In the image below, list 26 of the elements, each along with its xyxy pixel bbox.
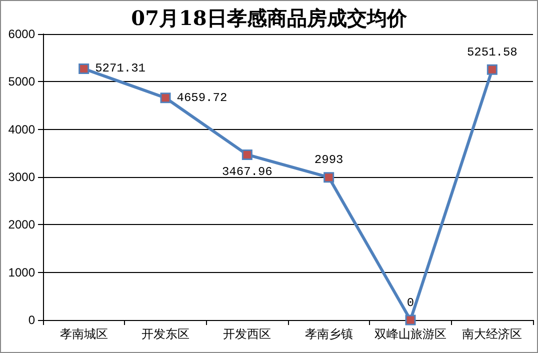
y-tick-label: 2000 xyxy=(8,218,36,232)
data-label: 5251.58 xyxy=(466,45,518,60)
x-tick-label: 双峰山旅游区 xyxy=(374,327,446,341)
point xyxy=(78,63,90,74)
point xyxy=(405,314,416,326)
point xyxy=(486,64,498,75)
data-label: 5271.31 xyxy=(95,62,146,76)
y-tick-label: 0 xyxy=(28,313,36,327)
point xyxy=(242,149,252,160)
x-tick-label: 孝南城区 xyxy=(60,327,108,341)
x-tick-label: 孝南乡镇 xyxy=(304,327,353,341)
y-tick-label: 6000 xyxy=(8,27,36,41)
y-tick-label: 3000 xyxy=(8,170,36,184)
point xyxy=(324,172,334,183)
y-tick-label: 5000 xyxy=(8,74,36,89)
chart-title: 07月18日孝感商品房成交均价 xyxy=(131,6,408,30)
data-label: 4659.72 xyxy=(176,90,228,105)
data-label: 0 xyxy=(406,296,414,310)
data-label: 3467.96 xyxy=(222,164,272,179)
point xyxy=(160,92,171,104)
y-tick-label: 1000 xyxy=(8,265,36,280)
x-tick-label: 开发西区 xyxy=(223,327,272,341)
data-label: 2993 xyxy=(314,153,344,168)
y-tick-label: 4000 xyxy=(8,122,36,136)
x-tick-label: 南大经济区 xyxy=(462,327,522,341)
x-tick-label: 开发东区 xyxy=(142,327,190,341)
